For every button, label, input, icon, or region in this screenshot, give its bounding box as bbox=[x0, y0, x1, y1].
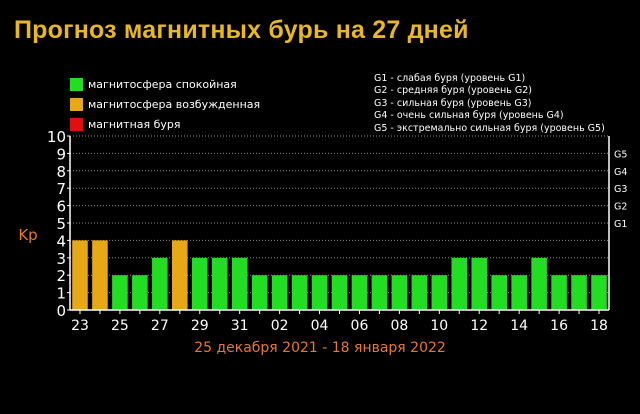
x-tick-label: 29 bbox=[191, 318, 209, 334]
g-level-tick-label: G5 bbox=[614, 149, 627, 160]
bar-09 bbox=[411, 275, 428, 310]
bar-23 bbox=[72, 240, 88, 310]
bar-28 bbox=[172, 240, 188, 310]
bar-12 bbox=[471, 257, 488, 310]
legend-swatch-storm bbox=[70, 117, 83, 131]
bar-07 bbox=[371, 275, 388, 310]
g-level-legend: G1 - слабая буря (уровень G1) G2 - средн… bbox=[374, 73, 605, 135]
y-tick-label: 4 bbox=[56, 232, 66, 250]
x-tick-label: 08 bbox=[390, 318, 408, 334]
y-tick-label: 0 bbox=[56, 302, 66, 320]
y-tick-label: 8 bbox=[56, 163, 66, 181]
bar-31 bbox=[231, 257, 248, 310]
bar-26 bbox=[132, 275, 148, 310]
x-tick-label: 06 bbox=[351, 318, 369, 334]
y-tick-label: 5 bbox=[56, 215, 66, 233]
y-tick-label: 10 bbox=[47, 128, 66, 146]
page-title: Прогноз магнитных бурь на 27 дней bbox=[14, 16, 469, 44]
bar-03 bbox=[291, 275, 308, 310]
g-level-item: G2 - средняя буря (уровень G2) bbox=[374, 85, 533, 97]
g-level-item: G5 - экстремально сильная буря (уровень … bbox=[374, 122, 605, 134]
y-tick-label: 9 bbox=[56, 145, 66, 163]
bar-14 bbox=[511, 275, 527, 310]
x-tick-label: 16 bbox=[550, 318, 568, 334]
legend: магнитосфера спокойная магнитосфера возб… bbox=[70, 74, 260, 134]
y-tick-label: 6 bbox=[56, 198, 66, 216]
bar-11 bbox=[451, 257, 468, 310]
g-level-item: G4 - очень сильная буря (уровень G4) bbox=[374, 110, 564, 122]
legend-label-storm: магнитная буря bbox=[88, 117, 181, 131]
bar-24 bbox=[92, 240, 108, 310]
x-tick-label: 10 bbox=[430, 318, 448, 334]
legend-label-excited: магнитосфера возбужденная bbox=[88, 97, 261, 111]
x-tick-label: 14 bbox=[510, 318, 528, 334]
g-level-item: G3 - сильная буря (уровень G3) bbox=[374, 97, 532, 109]
bar-05 bbox=[331, 275, 348, 310]
x-tick-label: 12 bbox=[470, 318, 488, 334]
legend-swatch-excited bbox=[70, 97, 83, 111]
g-level-tick-label: G2 bbox=[614, 202, 627, 213]
x-tick-label: 27 bbox=[151, 318, 169, 334]
y-tick-label: 7 bbox=[56, 180, 66, 198]
bars bbox=[72, 240, 607, 310]
date-range-subtitle: 25 декабря 2021 - 18 января 2022 bbox=[0, 340, 640, 356]
bar-16 bbox=[551, 275, 567, 310]
bar-06 bbox=[351, 275, 368, 310]
bar-13 bbox=[491, 275, 507, 310]
x-tick-label: 18 bbox=[590, 318, 608, 334]
x-tick-label: 04 bbox=[311, 318, 329, 334]
y-tick-label: 3 bbox=[56, 250, 66, 268]
g-level-tick-label: G4 bbox=[614, 167, 627, 178]
legend-item-storm: магнитная буря bbox=[70, 114, 260, 134]
bar-27 bbox=[152, 257, 168, 310]
x-tick-label: 23 bbox=[71, 318, 89, 334]
g-level-tick-label: G3 bbox=[614, 184, 627, 195]
legend-label-calm: магнитосфера спокойная bbox=[88, 77, 237, 91]
legend-item-calm: магнитосфера спокойная bbox=[70, 74, 260, 94]
y-tick-label: 2 bbox=[56, 267, 66, 285]
g-level-tick-label: G1 bbox=[614, 219, 627, 230]
bar-08 bbox=[391, 275, 408, 310]
date-range-text: 25 декабря 2021 - 18 января 2022 bbox=[194, 340, 446, 356]
bar-01 bbox=[251, 275, 268, 310]
bar-18 bbox=[591, 275, 607, 310]
x-tick-label: 02 bbox=[271, 318, 289, 334]
bar-29 bbox=[191, 257, 208, 310]
grid bbox=[70, 135, 609, 294]
y-tick-label: 1 bbox=[56, 285, 66, 303]
bar-04 bbox=[311, 275, 328, 310]
x-tick-label: 25 bbox=[111, 318, 129, 334]
y-axis-label: Kp bbox=[18, 226, 37, 244]
g-level-item: G1 - слабая буря (уровень G1) bbox=[374, 73, 526, 84]
bar-10 bbox=[431, 275, 448, 310]
legend-swatch-calm bbox=[70, 77, 83, 91]
bar-30 bbox=[211, 257, 228, 310]
bar-25 bbox=[112, 275, 128, 310]
bar-17 bbox=[571, 275, 587, 310]
bar-02 bbox=[271, 275, 288, 310]
legend-item-excited: магнитосфера возбужденная bbox=[70, 94, 260, 114]
x-tick-label: 31 bbox=[231, 318, 249, 334]
bar-15 bbox=[531, 257, 547, 310]
